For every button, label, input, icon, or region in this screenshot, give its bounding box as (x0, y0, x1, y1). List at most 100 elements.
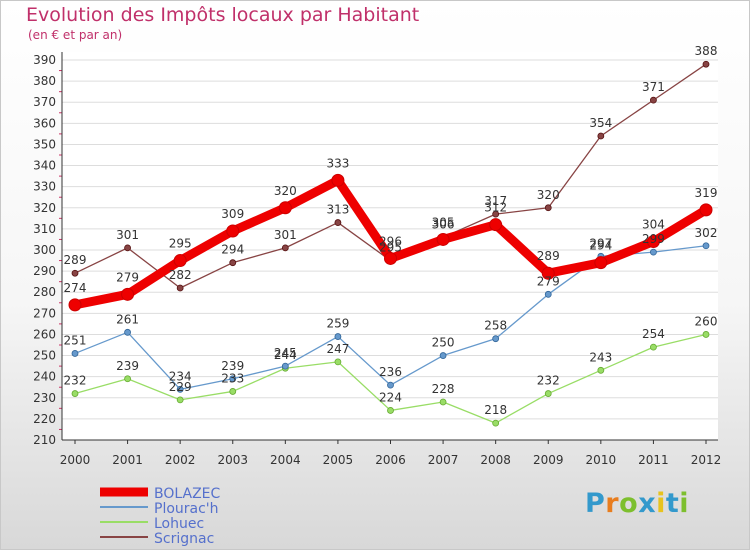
logo-letter: o (619, 488, 639, 519)
data-label: 306 (432, 217, 455, 231)
y-tick-label: 250 (33, 349, 56, 363)
data-label: 297 (589, 236, 612, 250)
data-point (702, 242, 710, 250)
y-tick-label: 320 (33, 201, 56, 215)
data-point (650, 248, 657, 256)
data-point (176, 284, 184, 292)
data-point (124, 328, 131, 336)
data-label: 239 (116, 359, 139, 373)
logo-letter: P (585, 488, 606, 519)
data-point (492, 335, 500, 343)
data-label: 295 (169, 237, 192, 251)
y-tick-label: 390 (33, 53, 56, 67)
data-point (387, 381, 394, 389)
data-point (489, 218, 503, 232)
y-tick-label: 330 (33, 180, 56, 194)
y-tick-label: 340 (33, 159, 56, 173)
data-label: 388 (695, 44, 718, 58)
plot-area (62, 52, 718, 440)
y-tick-label: 290 (33, 264, 56, 278)
data-point (702, 331, 710, 338)
data-label: 289 (537, 249, 560, 263)
data-point (650, 96, 657, 104)
y-tick-label: 230 (33, 391, 56, 405)
data-point (439, 398, 447, 406)
data-point (176, 396, 184, 404)
data-point (594, 256, 608, 270)
y-tick-label: 350 (33, 137, 56, 151)
y-tick-label: 310 (33, 222, 56, 236)
logo-letter: i (656, 488, 666, 519)
legend-label: Plourac'h (154, 501, 219, 517)
y-tick-label: 360 (33, 116, 56, 130)
proxiti-logo: Proxiti (585, 488, 689, 519)
legend-label: BOLAZEC (154, 486, 221, 502)
data-label: 282 (169, 268, 192, 282)
data-point (281, 362, 289, 370)
data-label: 299 (642, 232, 665, 246)
data-point (68, 298, 82, 312)
chart-title: Evolution des Impôts locaux par Habitant (26, 4, 420, 26)
y-tick-label: 280 (33, 285, 56, 299)
data-point (124, 375, 131, 383)
legend-label: Lohuec (154, 516, 204, 532)
y-tick-label: 210 (33, 433, 56, 447)
data-point (226, 224, 240, 238)
data-label: 260 (695, 314, 718, 328)
data-label: 313 (326, 203, 349, 217)
x-tick-label: 2007 (428, 453, 459, 467)
x-tick-label: 2002 (165, 453, 196, 467)
y-tick-label: 260 (33, 327, 56, 341)
data-point (121, 287, 135, 301)
data-label: 245 (274, 346, 297, 360)
data-label: 236 (379, 365, 402, 379)
data-label: 371 (642, 80, 665, 94)
data-label: 317 (484, 194, 507, 208)
data-label: 243 (589, 350, 612, 364)
y-tick-label: 270 (33, 306, 56, 320)
chart-subtitle: (en € et par an) (28, 28, 123, 42)
x-tick-label: 2012 (691, 453, 722, 467)
data-label: 301 (274, 228, 297, 242)
data-point (492, 419, 500, 427)
data-point (541, 266, 555, 280)
data-point (176, 385, 184, 393)
data-label: 233 (221, 371, 244, 385)
data-label: 229 (169, 380, 192, 394)
data-point (71, 350, 79, 357)
data-label: 294 (589, 239, 612, 253)
data-point (597, 366, 605, 374)
x-tick-label: 2006 (375, 453, 406, 467)
data-label: 234 (169, 369, 192, 383)
data-label: 250 (432, 336, 455, 350)
data-label: 309 (221, 207, 244, 221)
data-point (334, 358, 342, 366)
logo-letter: x (638, 488, 657, 519)
data-label: 261 (116, 312, 139, 326)
data-point (384, 251, 397, 265)
data-point (334, 333, 342, 340)
y-tick-label: 370 (33, 95, 56, 109)
data-point (281, 244, 289, 252)
data-label: 302 (695, 226, 718, 240)
data-point (331, 173, 345, 187)
logo-letter: t (665, 488, 680, 519)
x-tick-label: 2000 (60, 453, 91, 467)
data-point (124, 244, 131, 252)
data-label: 305 (432, 215, 455, 229)
data-point (436, 232, 450, 246)
data-label: 232 (537, 374, 560, 388)
logo-letter: r (605, 488, 620, 519)
data-point (544, 290, 552, 298)
x-tick-label: 2010 (586, 453, 617, 467)
data-label: 333 (326, 156, 349, 170)
data-label: 279 (116, 270, 139, 284)
legend-label: Scrignac (154, 531, 214, 547)
data-label: 239 (221, 359, 244, 373)
data-label: 232 (64, 374, 87, 388)
data-point (702, 60, 710, 68)
data-point (278, 201, 292, 215)
data-point (492, 210, 500, 218)
x-tick-label: 2011 (638, 453, 669, 467)
